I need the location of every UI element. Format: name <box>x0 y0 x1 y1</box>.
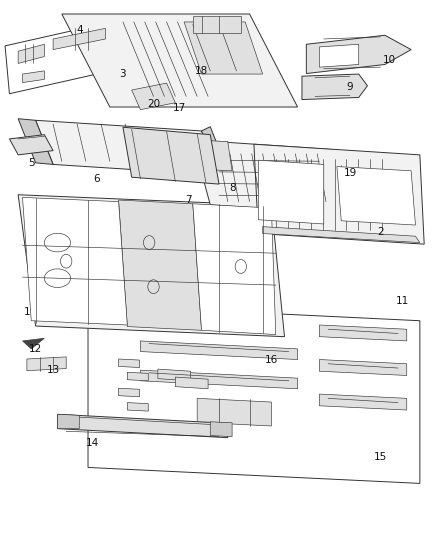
Polygon shape <box>132 83 175 110</box>
Polygon shape <box>319 44 359 67</box>
Polygon shape <box>175 377 208 389</box>
Polygon shape <box>119 388 140 397</box>
Text: 18: 18 <box>195 66 208 76</box>
Polygon shape <box>22 338 44 349</box>
Polygon shape <box>332 165 363 176</box>
Polygon shape <box>22 197 127 325</box>
Polygon shape <box>193 204 276 335</box>
Polygon shape <box>319 325 407 341</box>
Polygon shape <box>119 359 140 368</box>
Polygon shape <box>197 398 272 426</box>
Text: 8: 8 <box>229 183 235 193</box>
Polygon shape <box>53 28 106 50</box>
Polygon shape <box>10 135 53 155</box>
Polygon shape <box>127 402 148 411</box>
Polygon shape <box>18 195 285 337</box>
Polygon shape <box>158 369 191 381</box>
Polygon shape <box>141 370 297 389</box>
Text: 20: 20 <box>147 99 160 109</box>
Polygon shape <box>127 372 148 381</box>
Polygon shape <box>193 140 232 171</box>
Polygon shape <box>319 394 407 410</box>
Polygon shape <box>35 120 219 175</box>
Text: 10: 10 <box>383 55 396 65</box>
Text: 2: 2 <box>377 227 384 237</box>
Polygon shape <box>337 166 416 225</box>
Text: 5: 5 <box>28 158 35 168</box>
Text: 14: 14 <box>86 438 99 448</box>
Polygon shape <box>306 35 411 74</box>
Polygon shape <box>263 227 420 243</box>
Polygon shape <box>184 22 263 74</box>
Text: 13: 13 <box>46 365 60 375</box>
Polygon shape <box>193 15 241 33</box>
Text: 1: 1 <box>24 306 30 317</box>
Polygon shape <box>88 305 420 483</box>
Polygon shape <box>27 357 66 370</box>
Text: 19: 19 <box>343 168 357 179</box>
Text: 17: 17 <box>173 103 186 113</box>
Text: 15: 15 <box>374 452 387 462</box>
Polygon shape <box>22 71 44 83</box>
Text: 9: 9 <box>346 82 353 92</box>
Polygon shape <box>302 74 367 100</box>
Polygon shape <box>123 127 219 184</box>
Text: 3: 3 <box>120 69 126 79</box>
Text: 12: 12 <box>29 344 42 354</box>
Text: 16: 16 <box>265 354 278 365</box>
Text: 7: 7 <box>185 195 192 205</box>
Polygon shape <box>141 341 297 360</box>
Polygon shape <box>119 200 201 330</box>
Text: 6: 6 <box>93 174 100 184</box>
Polygon shape <box>201 127 228 175</box>
Polygon shape <box>18 44 44 63</box>
Polygon shape <box>254 144 424 244</box>
Polygon shape <box>57 414 228 438</box>
Polygon shape <box>57 414 79 429</box>
Polygon shape <box>258 160 324 224</box>
Polygon shape <box>62 14 297 107</box>
Polygon shape <box>319 360 407 375</box>
Polygon shape <box>210 422 232 437</box>
Polygon shape <box>18 119 53 165</box>
Polygon shape <box>5 19 127 94</box>
Polygon shape <box>193 140 350 214</box>
Text: 4: 4 <box>76 25 83 35</box>
Text: 11: 11 <box>396 296 409 306</box>
